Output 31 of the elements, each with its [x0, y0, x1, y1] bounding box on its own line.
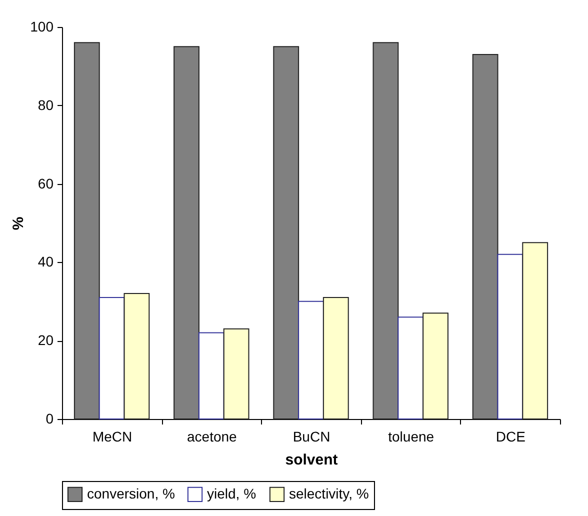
- y-tick-label: 100: [30, 18, 54, 34]
- legend-label: conversion, %: [87, 485, 175, 502]
- x-tick-label: toluene: [388, 428, 434, 444]
- legend-label: selectivity, %: [289, 485, 369, 502]
- x-tick-label: acetone: [186, 428, 238, 444]
- y-axis-title: %: [10, 216, 28, 230]
- bar: [497, 254, 524, 420]
- bar: [422, 312, 448, 420]
- bar: [472, 54, 498, 420]
- bar: [174, 46, 200, 420]
- legend-label: yield, %: [207, 485, 256, 502]
- bar: [198, 332, 224, 420]
- bar: [223, 328, 250, 420]
- bar: [124, 293, 150, 420]
- bar: [522, 242, 548, 420]
- bar: [372, 42, 399, 420]
- bar: [298, 300, 324, 420]
- bar: [322, 296, 349, 420]
- y-tick-label: 0: [46, 410, 54, 426]
- x-tick-label: DCE: [496, 428, 526, 444]
- bar: [273, 46, 300, 420]
- bar: [74, 42, 100, 420]
- x-axis-title: solvent: [285, 452, 338, 468]
- x-tick-label: MeCN: [92, 428, 132, 444]
- y-tick-label: 60: [38, 175, 54, 192]
- y-tick-label: 80: [38, 96, 54, 113]
- y-tick-label: 40: [38, 254, 54, 270]
- bar: [398, 316, 424, 420]
- bar: [98, 296, 125, 420]
- x-tick-label: BuCN: [292, 428, 330, 444]
- y-tick-label: 20: [38, 332, 54, 348]
